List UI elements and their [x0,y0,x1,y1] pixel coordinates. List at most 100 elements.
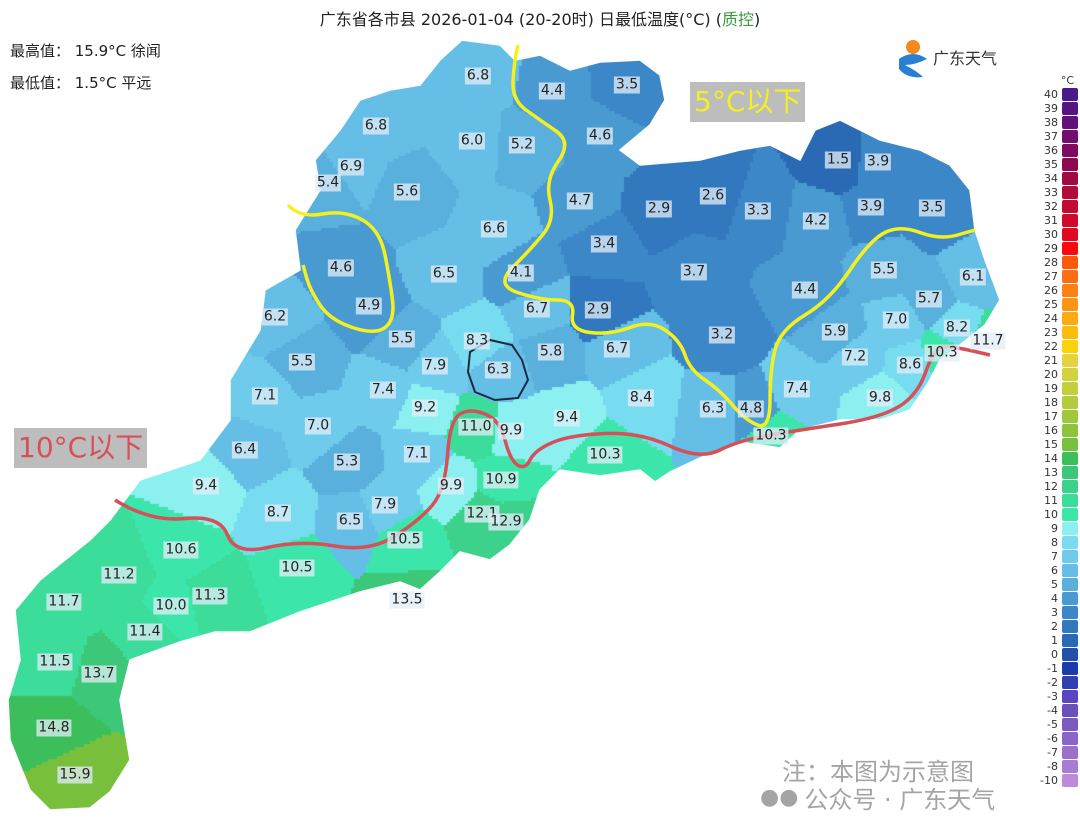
legend-swatch [1062,171,1078,185]
legend-item: 30 [1030,227,1078,241]
legend-swatch [1062,703,1078,717]
station-temp-label: 4.4 [791,281,819,299]
station-temp-label: 6.7 [523,300,551,318]
legend-value: 2 [1051,619,1058,633]
legend-swatch [1062,381,1078,395]
logo-text: 广东天气 [933,49,998,68]
legend-item: 32 [1030,199,1078,213]
legend-item: 7 [1030,549,1078,563]
station-temp-label: 3.3 [744,202,772,220]
legend-value: 36 [1044,143,1058,157]
legend-item: 12 [1030,479,1078,493]
station-temp-label: 7.4 [369,381,397,399]
legend-item: 31 [1030,213,1078,227]
station-temp-label: 9.8 [866,389,894,407]
legend-item: -4 [1030,703,1078,717]
map-title: 广东省各市县 2026-01-04 (20-20时) 日最低温度(°C) (质控… [319,10,761,29]
legend-swatch [1062,493,1078,507]
legend-unit: °C [1060,74,1074,87]
legend-value: 37 [1044,129,1058,143]
legend-item: 25 [1030,297,1078,311]
legend-value: 1 [1051,633,1058,647]
station-temp-label: 5.9 [821,323,849,341]
legend-item: -5 [1030,717,1078,731]
legend-swatch [1062,283,1078,297]
station-temp-label: 7.0 [304,417,332,435]
station-temp-label: 6.8 [362,117,390,135]
legend-value: 38 [1044,115,1058,129]
legend-swatch [1062,745,1078,759]
legend-value: 22 [1044,339,1058,353]
station-temp-label: 8.7 [264,504,292,522]
legend-item: 20 [1030,367,1078,381]
legend-swatch [1062,535,1078,549]
station-temp-label: 7.9 [371,496,399,514]
quality-control-label: 质控 [721,10,754,29]
legend-item: 0 [1030,647,1078,661]
legend-item: 28 [1030,255,1078,269]
station-temp-label: 10.3 [924,344,960,362]
legend-item: 11 [1030,493,1078,507]
station-temp-label: 6.8 [464,67,492,85]
station-temp-label: 8.4 [627,389,655,407]
station-temp-label: 4.6 [327,259,355,277]
legend-value: 40 [1044,87,1058,101]
legend-item: 26 [1030,283,1078,297]
legend-swatch [1062,451,1078,465]
legend-value: 14 [1044,451,1058,465]
station-temp-label: 6.5 [430,265,458,283]
station-temp-label: 5.5 [288,353,316,371]
station-temp-label: 4.2 [802,212,830,230]
legend-swatch [1062,465,1078,479]
legend-item: 23 [1030,325,1078,339]
isotherm-5c-east [503,44,976,428]
legend-swatch [1062,717,1078,731]
station-temp-label: 5.6 [393,183,421,201]
legend-item: 8 [1030,535,1078,549]
legend-item: 1 [1030,633,1078,647]
legend-swatch [1062,661,1078,675]
station-temp-label: 3.5 [918,199,946,217]
station-temp-label: 10.9 [483,471,519,489]
station-temp-label: 11.7 [46,593,82,611]
station-temp-label: 10.6 [163,541,199,559]
legend-value: 6 [1051,563,1058,577]
legend-value: -6 [1047,731,1058,745]
legend-item: -3 [1030,689,1078,703]
station-temp-label: 7.1 [251,387,279,405]
legend-item: 14 [1030,451,1078,465]
legend-item: 18 [1030,395,1078,409]
station-temp-label: 11.3 [192,587,228,605]
legend-item: 5 [1030,577,1078,591]
station-temp-label: 3.9 [857,198,885,216]
station-temp-label: 6.3 [484,361,512,379]
legend-swatch [1062,521,1078,535]
legend-item: 9 [1030,521,1078,535]
legend-swatch [1062,367,1078,381]
legend-swatch [1062,311,1078,325]
station-temp-label: 6.0 [458,132,486,150]
station-temp-label: 10.5 [387,531,423,549]
legend-value: 11 [1044,493,1058,507]
legend-item: 4 [1030,591,1078,605]
legend-item: 27 [1030,269,1078,283]
station-temp-label: 3.7 [680,263,708,281]
station-temp-label: 14.8 [36,719,72,737]
legend-value: 9 [1051,521,1058,535]
station-temp-label: 6.7 [603,340,631,358]
legend-item: -10 [1030,773,1078,787]
legend-value: 30 [1044,227,1058,241]
legend-swatch [1062,591,1078,605]
wechat-icon: ●● [760,785,799,810]
legend-value: -3 [1047,689,1058,703]
station-temp-label: 13.7 [81,665,117,683]
legend-value: 31 [1044,213,1058,227]
legend-swatch [1062,129,1078,143]
legend-item: -8 [1030,759,1078,773]
station-temp-label: 3.4 [590,235,618,253]
station-temp-label: 2.9 [645,200,673,218]
station-temp-label: 4.1 [507,264,535,282]
station-temp-label: 7.2 [841,348,869,366]
legend-swatch [1062,353,1078,367]
station-temp-label: 4.4 [538,82,566,100]
